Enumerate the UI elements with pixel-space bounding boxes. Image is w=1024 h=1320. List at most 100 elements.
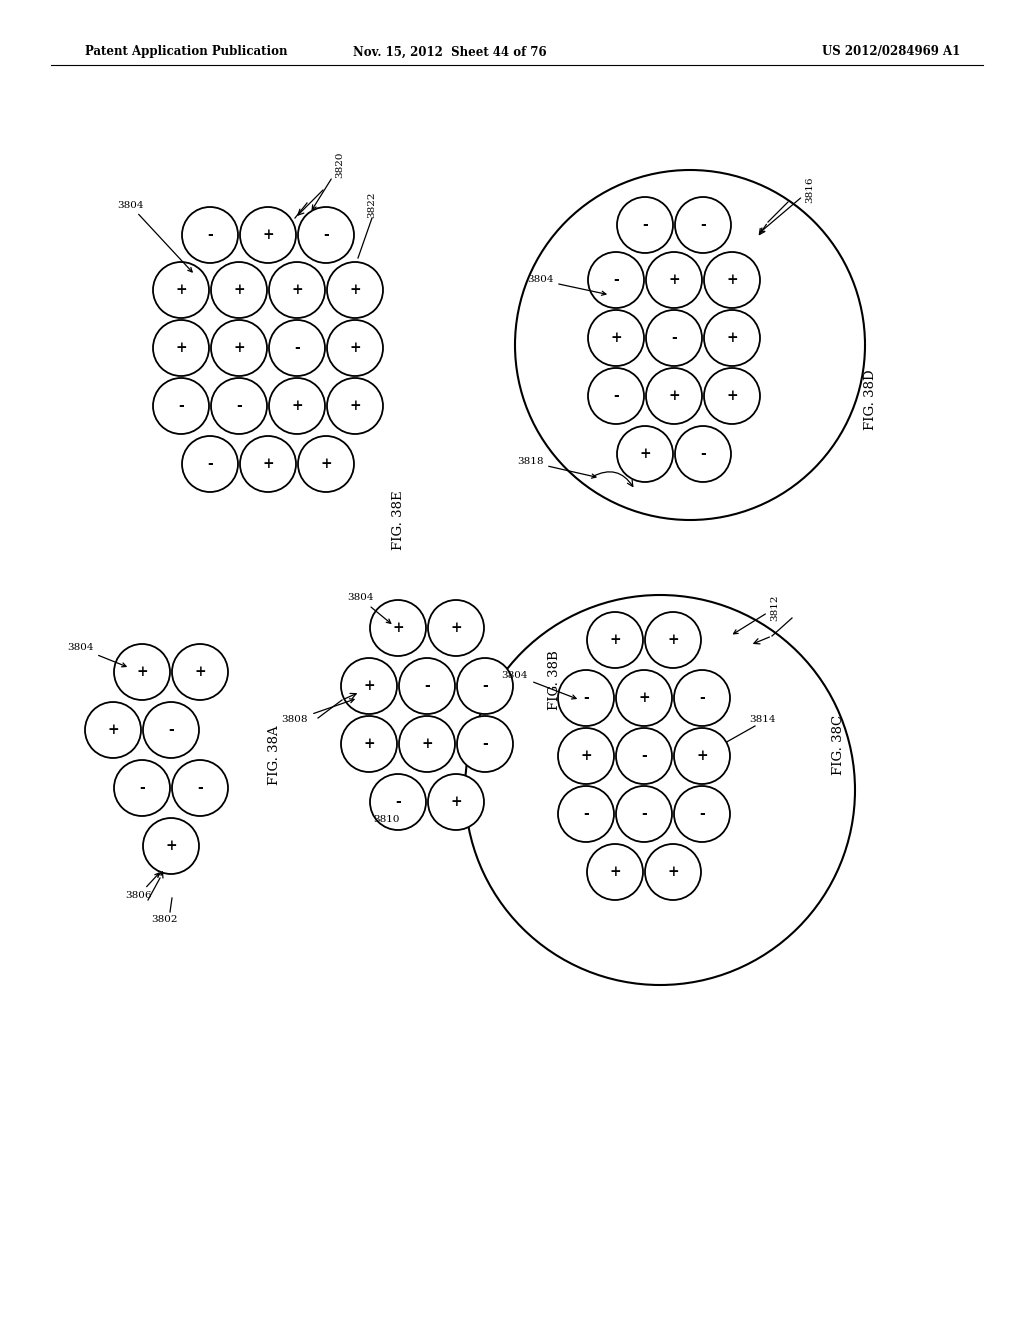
Text: +: + xyxy=(451,795,462,809)
Circle shape xyxy=(327,261,383,318)
Text: 3804: 3804 xyxy=(526,276,606,296)
Circle shape xyxy=(114,760,170,816)
Circle shape xyxy=(428,601,484,656)
Text: +: + xyxy=(291,282,303,297)
Text: FIG. 38A: FIG. 38A xyxy=(268,725,282,785)
Circle shape xyxy=(269,378,325,434)
Text: Nov. 15, 2012  Sheet 44 of 76: Nov. 15, 2012 Sheet 44 of 76 xyxy=(353,45,547,58)
Circle shape xyxy=(153,261,209,318)
Circle shape xyxy=(558,729,614,784)
Text: -: - xyxy=(139,781,144,795)
Circle shape xyxy=(588,368,644,424)
Text: +: + xyxy=(639,447,651,461)
Text: +: + xyxy=(233,282,245,297)
Text: +: + xyxy=(349,341,360,355)
Circle shape xyxy=(298,436,354,492)
Text: 3806: 3806 xyxy=(125,873,159,900)
Text: 3812: 3812 xyxy=(733,595,779,634)
Circle shape xyxy=(646,368,702,424)
Text: +: + xyxy=(262,228,273,242)
Text: -: - xyxy=(198,781,203,795)
Text: 3820: 3820 xyxy=(312,152,344,210)
Text: +: + xyxy=(668,865,679,879)
Text: FIG. 38E: FIG. 38E xyxy=(391,490,404,550)
Text: +: + xyxy=(638,690,650,705)
Text: -: - xyxy=(324,228,329,242)
Circle shape xyxy=(428,774,484,830)
Text: 3822: 3822 xyxy=(368,191,377,218)
Text: US 2012/0284969 A1: US 2012/0284969 A1 xyxy=(821,45,961,58)
Circle shape xyxy=(588,310,644,366)
Circle shape xyxy=(182,436,238,492)
Text: -: - xyxy=(168,723,174,737)
Text: 3804: 3804 xyxy=(67,644,126,667)
Circle shape xyxy=(645,612,701,668)
Text: -: - xyxy=(178,399,184,413)
Text: -: - xyxy=(482,737,487,751)
Circle shape xyxy=(457,657,513,714)
Text: 3816: 3816 xyxy=(760,177,814,232)
Circle shape xyxy=(298,207,354,263)
Circle shape xyxy=(705,310,760,366)
Text: FIG. 38D: FIG. 38D xyxy=(863,370,877,430)
Text: -: - xyxy=(641,748,647,763)
Text: +: + xyxy=(609,634,621,647)
Circle shape xyxy=(327,378,383,434)
Circle shape xyxy=(341,715,397,772)
Circle shape xyxy=(617,426,673,482)
Text: +: + xyxy=(364,678,375,693)
Text: 3810: 3810 xyxy=(373,816,399,825)
Text: +: + xyxy=(291,399,303,413)
Circle shape xyxy=(457,715,513,772)
Text: Patent Application Publication: Patent Application Publication xyxy=(85,45,288,58)
Circle shape xyxy=(558,671,614,726)
Circle shape xyxy=(182,207,238,263)
Text: -: - xyxy=(699,690,705,705)
Text: -: - xyxy=(613,389,618,403)
Text: -: - xyxy=(207,457,213,471)
Circle shape xyxy=(240,436,296,492)
Circle shape xyxy=(211,319,267,376)
Circle shape xyxy=(616,785,672,842)
Text: +: + xyxy=(726,389,738,403)
Circle shape xyxy=(211,261,267,318)
Circle shape xyxy=(705,252,760,308)
Text: +: + xyxy=(165,840,177,853)
Circle shape xyxy=(588,252,644,308)
Text: +: + xyxy=(175,282,186,297)
Circle shape xyxy=(143,818,199,874)
Circle shape xyxy=(143,702,199,758)
Text: FIG. 38B: FIG. 38B xyxy=(549,651,561,710)
Circle shape xyxy=(153,319,209,376)
Text: +: + xyxy=(726,331,738,345)
Text: 3814: 3814 xyxy=(749,715,775,725)
Text: +: + xyxy=(669,273,680,286)
Text: -: - xyxy=(700,218,706,232)
Circle shape xyxy=(705,368,760,424)
Circle shape xyxy=(341,657,397,714)
Text: -: - xyxy=(700,447,706,461)
Circle shape xyxy=(327,319,383,376)
Text: -: - xyxy=(671,331,677,345)
Text: -: - xyxy=(613,273,618,286)
Text: -: - xyxy=(207,228,213,242)
Circle shape xyxy=(617,197,673,253)
Text: 3818: 3818 xyxy=(517,458,596,478)
Circle shape xyxy=(172,760,228,816)
Text: +: + xyxy=(175,341,186,355)
Text: -: - xyxy=(583,690,589,705)
Text: -: - xyxy=(294,341,300,355)
Circle shape xyxy=(646,310,702,366)
Text: +: + xyxy=(581,748,592,763)
Text: +: + xyxy=(609,865,621,879)
Text: 3804: 3804 xyxy=(117,201,193,272)
Text: +: + xyxy=(108,723,119,737)
Text: +: + xyxy=(392,620,403,635)
Circle shape xyxy=(646,252,702,308)
Text: -: - xyxy=(641,807,647,821)
Text: -: - xyxy=(482,678,487,693)
Circle shape xyxy=(172,644,228,700)
Circle shape xyxy=(674,671,730,726)
Text: 3802: 3802 xyxy=(152,916,178,924)
Circle shape xyxy=(399,715,455,772)
